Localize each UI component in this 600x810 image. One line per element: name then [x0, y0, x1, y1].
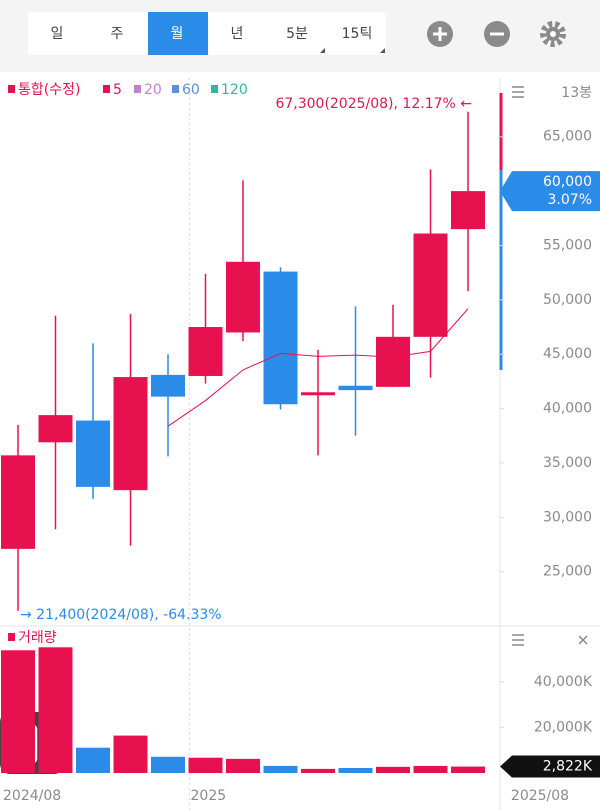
tab-corner	[320, 48, 325, 53]
candle-body	[301, 392, 335, 396]
volume-bar	[301, 768, 335, 773]
legend-label: 20	[144, 82, 162, 98]
candle-body	[263, 271, 298, 405]
zoom-in[interactable]	[427, 21, 453, 47]
y-tick-label: 55,000	[543, 237, 592, 253]
y-tick-label: 35,000	[543, 455, 592, 471]
last-price-change: 3.07%	[548, 192, 592, 208]
active-tab	[148, 12, 208, 55]
ma-line	[167, 308, 469, 427]
menu-icon[interactable]	[512, 86, 524, 98]
y-tick-label: 30,000	[543, 509, 592, 525]
tab-corner	[380, 48, 385, 53]
candle-body	[226, 261, 260, 333]
max-annotation: 67,300(2025/08), 12.17% ←	[275, 96, 472, 112]
close-icon[interactable]	[578, 635, 588, 645]
legend-swatch	[8, 633, 15, 641]
tab[interactable]: 주	[111, 26, 124, 42]
volume-bar	[226, 758, 260, 773]
legend-swatch	[8, 85, 15, 93]
y-tick-label: 45,000	[543, 346, 592, 362]
volume-bar	[76, 747, 110, 773]
y-tick-label: 50,000	[543, 292, 592, 308]
last-price-tag	[500, 171, 600, 212]
volume-bar	[1, 650, 35, 773]
menu-icon[interactable]	[512, 634, 524, 646]
candle-body	[1, 455, 35, 549]
legend-swatch	[172, 85, 179, 93]
x-tick-label: 2025/08	[511, 788, 569, 804]
volume-bar	[451, 766, 485, 773]
candle-body	[38, 415, 73, 443]
zoom-out[interactable]	[484, 21, 510, 47]
tab[interactable]: 일	[51, 26, 64, 42]
last-volume-tag	[500, 755, 600, 778]
candle-body	[413, 233, 448, 337]
legend-label: 5	[113, 82, 122, 98]
volume-bar	[263, 765, 298, 773]
legend-label: 120	[221, 82, 248, 98]
x-tick-label: 2024/08	[3, 788, 61, 804]
candle-body	[376, 336, 410, 387]
volume-bar	[413, 765, 448, 773]
candle-body	[451, 191, 485, 230]
tab[interactable]: 5분	[286, 26, 308, 42]
last-volume-label: 2,822K	[543, 759, 593, 775]
y-tick-label: 40,000	[543, 401, 592, 417]
y-tick-label: 25,000	[543, 564, 592, 580]
y-tick-label: 20,000K	[534, 719, 593, 735]
tab[interactable]: 15틱	[342, 26, 373, 42]
min-annotation: → 21,400(2024/08), -64.33%	[20, 607, 222, 623]
legend-swatch	[103, 85, 110, 93]
candle-body	[113, 377, 148, 491]
settings[interactable]	[540, 21, 566, 47]
tab[interactable]: 월	[171, 26, 184, 42]
x-tick-label: 2025	[191, 788, 227, 804]
y-tick-label: 65,000	[543, 129, 592, 145]
volume-bar	[338, 767, 373, 773]
bar-count: 13봉	[561, 85, 592, 101]
tab[interactable]: 년	[231, 26, 244, 42]
candle-body	[338, 385, 373, 391]
legend-label: 60	[182, 82, 200, 98]
legend-swatch	[134, 85, 141, 93]
legend-swatch	[211, 85, 218, 93]
volume-bar	[151, 756, 185, 773]
candle-body	[188, 327, 223, 376]
candle-body	[151, 374, 185, 397]
y-tick-label: 40,000K	[534, 674, 593, 690]
last-price-label: 60,000	[543, 174, 592, 190]
panel-title: 거래량	[18, 630, 57, 646]
volume-bar	[38, 647, 73, 773]
volume-bar	[376, 766, 410, 773]
volume-bar	[188, 757, 223, 773]
candle-body	[76, 420, 110, 487]
volume-bar	[113, 735, 148, 773]
legend-label: 통합(수정)	[18, 82, 80, 98]
